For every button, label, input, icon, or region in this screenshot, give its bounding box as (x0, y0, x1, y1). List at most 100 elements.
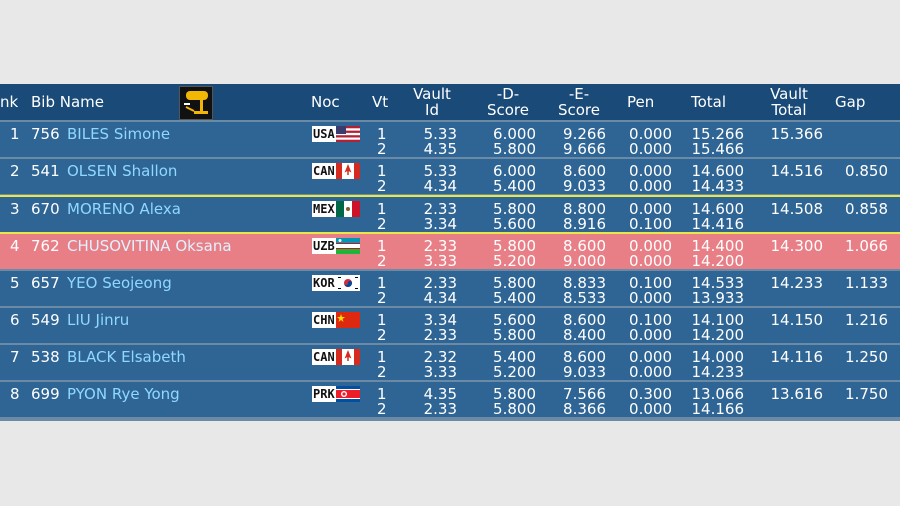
average-total: 14.150 (770, 311, 824, 329)
header-bib-name: Bib Name (31, 93, 105, 111)
vault-number: 1 (377, 237, 387, 255)
vault-id: 2.33 (423, 274, 457, 292)
average-total: 13.616 (770, 385, 824, 403)
penalty: 0.000 (629, 162, 672, 180)
header-noc: Noc (311, 93, 340, 111)
vault-number: 1 (377, 200, 387, 218)
d-score: 5.200 (493, 363, 536, 381)
d-score: 5.400 (493, 289, 536, 307)
noc-flag: CAN (312, 163, 360, 179)
vault-id: 5.33 (423, 125, 457, 143)
header-d-score: -D- Score (486, 85, 529, 119)
noc-code: MEX (312, 201, 336, 217)
penalty: 0.100 (629, 215, 672, 233)
penalty: 0.000 (629, 125, 672, 143)
penalty: 0.000 (629, 326, 672, 344)
noc-code: CHN (312, 312, 336, 328)
vault-id: 2.33 (423, 400, 457, 418)
north-korea-flag-icon (335, 386, 360, 402)
vault-number: 2 (377, 326, 387, 344)
korea-flag-icon (335, 275, 360, 291)
athlete-name: PYON Rye Yong (67, 385, 180, 403)
d-score: 6.000 (493, 162, 536, 180)
rank: 2 (10, 162, 20, 180)
penalty: 0.100 (629, 311, 672, 329)
vault-id: 3.34 (423, 215, 457, 233)
mexico-flag-icon (335, 201, 360, 217)
bib: 699 (31, 385, 60, 403)
vault-number: 1 (377, 274, 387, 292)
e-score: 8.800 (563, 200, 606, 218)
uzbekistan-flag-icon (335, 238, 360, 254)
penalty: 0.000 (629, 289, 672, 307)
vault-number: 2 (377, 215, 387, 233)
table-row: 6 549 LIU Jinru CHN 1 2 3.34 2.33 5.600 … (0, 308, 900, 343)
e-score: 8.833 (563, 274, 606, 292)
vault-total-score: 14.533 (691, 274, 745, 292)
canada-flag-icon (335, 163, 360, 179)
bib: 670 (31, 200, 60, 218)
average-total: 14.300 (770, 237, 824, 255)
bib: 549 (31, 311, 60, 329)
athlete-name: MORENO Alexa (67, 200, 181, 218)
table-row: 1 756 BILES Simone USA 1 2 5.33 4.35 6.0… (0, 122, 900, 157)
penalty: 0.300 (629, 385, 672, 403)
vault-number: 2 (377, 400, 387, 418)
d-score: 5.800 (493, 200, 536, 218)
e-score: 9.033 (563, 177, 606, 195)
penalty: 0.000 (629, 200, 672, 218)
vault-id: 4.34 (423, 289, 457, 307)
penalty: 0.000 (629, 237, 672, 255)
d-score: 5.800 (493, 274, 536, 292)
e-score: 9.033 (563, 363, 606, 381)
rank: 4 (10, 237, 20, 255)
e-score: 8.533 (563, 289, 606, 307)
vault-number: 2 (377, 289, 387, 307)
vault-total-score: 13.933 (691, 289, 745, 307)
d-score: 5.600 (493, 215, 536, 233)
e-score: 7.566 (563, 385, 606, 403)
vault-number: 2 (377, 140, 387, 158)
vault-number: 2 (377, 363, 387, 381)
vault-number: 1 (377, 385, 387, 403)
d-score: 5.200 (493, 252, 536, 270)
e-score: 8.366 (563, 400, 606, 418)
rank: 3 (10, 200, 20, 218)
vault-number: 1 (377, 125, 387, 143)
noc-code: CAN (312, 163, 336, 179)
d-score: 5.800 (493, 326, 536, 344)
d-score: 5.800 (493, 140, 536, 158)
vault-total-score: 13.066 (691, 385, 745, 403)
header-gap: Gap (835, 93, 866, 111)
vault-number: 1 (377, 162, 387, 180)
noc-flag: MEX (312, 201, 360, 217)
e-score: 8.600 (563, 311, 606, 329)
vault-total-score: 14.000 (691, 348, 745, 366)
d-score: 5.400 (493, 348, 536, 366)
bib: 756 (31, 125, 60, 143)
e-score: 8.600 (563, 162, 606, 180)
noc-code: UZB (312, 238, 336, 254)
header-rank: nk (0, 93, 19, 111)
header-vault-id: Vault Id (413, 85, 451, 119)
vault-id: 3.33 (423, 363, 457, 381)
vault-total-score: 14.166 (691, 400, 745, 418)
vault-id: 2.33 (423, 326, 457, 344)
noc-flag: USA (312, 126, 360, 142)
vault-id: 4.35 (423, 140, 457, 158)
rank: 7 (10, 348, 20, 366)
table-header: nk Bib Name Noc Vt Vault Id -D- Score -E- S… (0, 84, 900, 120)
rank: 6 (10, 311, 20, 329)
bib: 541 (31, 162, 60, 180)
athlete-name: LIU Jinru (67, 311, 130, 329)
table-row: 7 538 BLACK Elsabeth CAN 1 2 2.32 3.33 5… (0, 345, 900, 380)
rank: 5 (10, 274, 20, 292)
usa-flag-icon (335, 126, 360, 142)
header-vault-total: Vault Total (770, 85, 808, 119)
vault-total-score: 14.100 (691, 311, 745, 329)
noc-flag: UZB (312, 238, 360, 254)
vault-total-score: 14.433 (691, 177, 745, 195)
china-flag-icon (335, 312, 360, 328)
penalty: 0.000 (629, 140, 672, 158)
d-score: 5.800 (493, 237, 536, 255)
